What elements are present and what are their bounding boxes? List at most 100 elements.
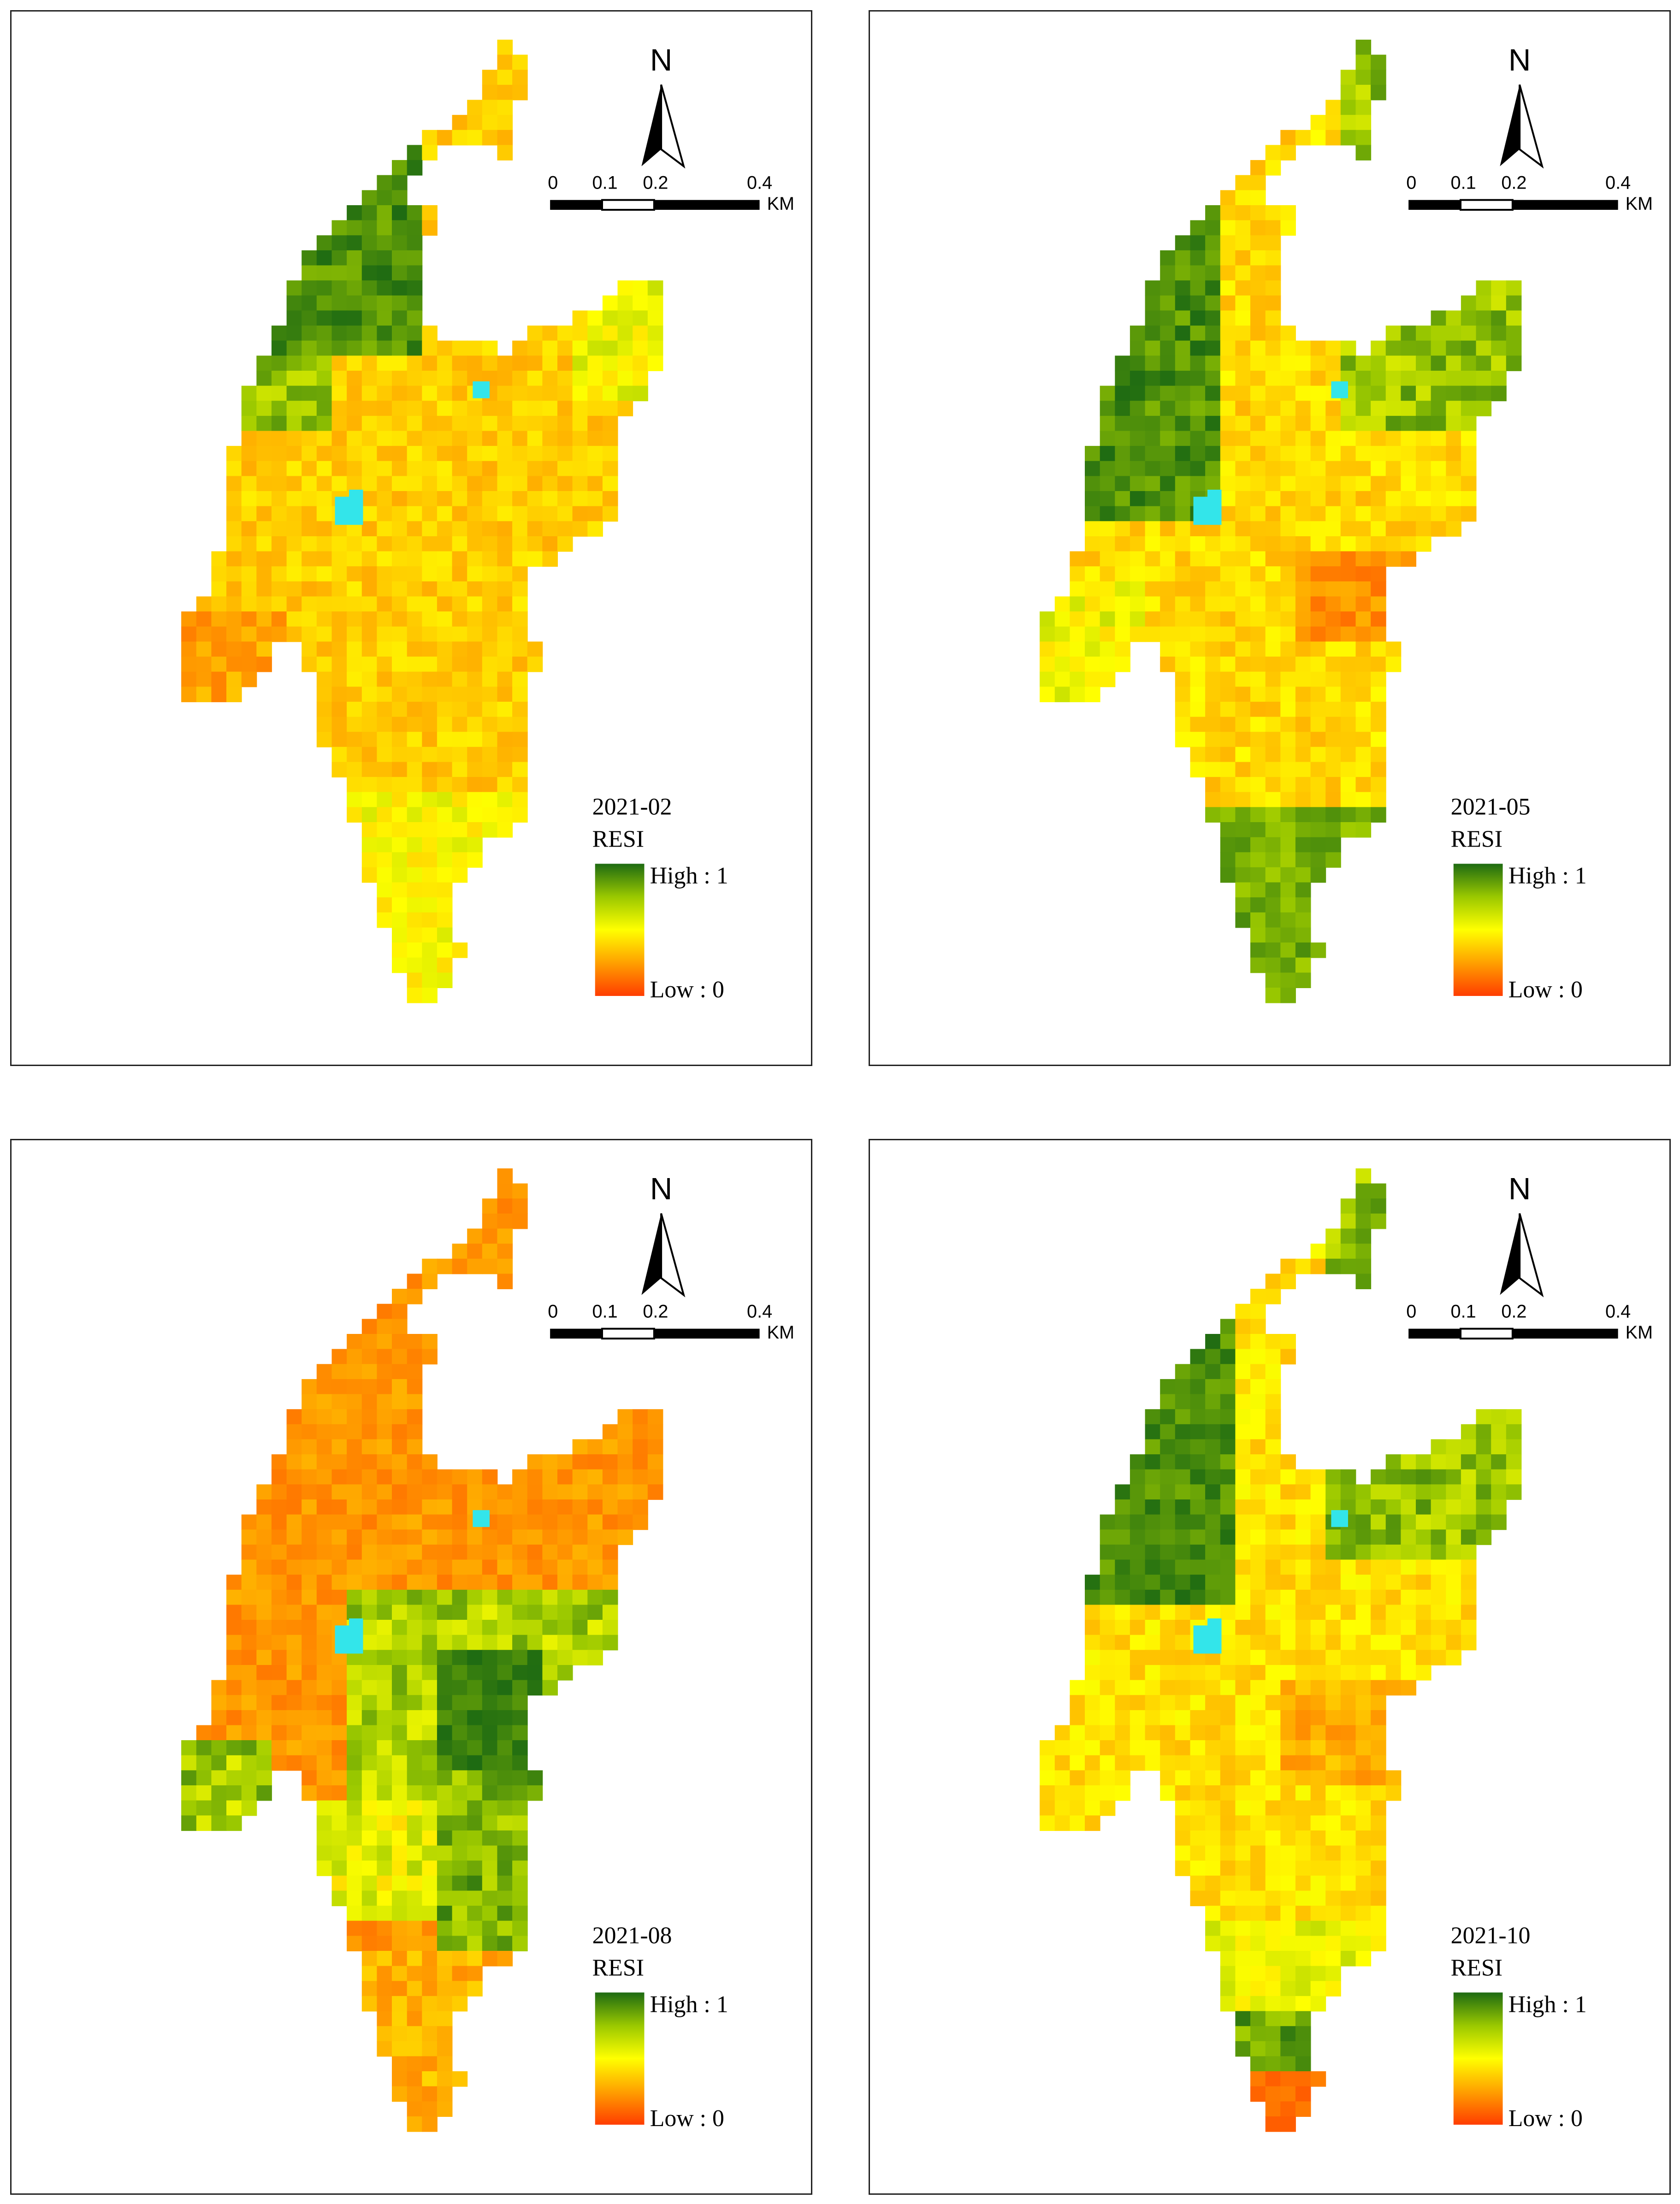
raster-cell (467, 1920, 483, 1937)
raster-cell (407, 1800, 423, 1816)
raster-cell (1235, 2026, 1251, 2042)
raster-cell (1265, 641, 1281, 657)
raster-cell (587, 476, 603, 492)
raster-cell (422, 852, 438, 868)
raster-cell (527, 461, 543, 477)
raster-cell (377, 1996, 392, 2012)
raster-cell (392, 807, 408, 823)
raster-cell (437, 897, 453, 913)
raster-cell (361, 762, 378, 778)
raster-cell (347, 1575, 362, 1590)
raster-cell (392, 1981, 408, 1997)
raster-cell (407, 822, 423, 838)
raster-cell (1175, 657, 1191, 672)
raster-cell (392, 1439, 408, 1455)
raster-cell (1250, 1996, 1266, 2012)
raster-cell (1220, 1665, 1236, 1681)
raster-cell (1310, 431, 1326, 447)
raster-cell (452, 385, 468, 402)
raster-cell (1205, 1349, 1221, 1365)
raster-cell (467, 566, 483, 582)
raster-cell (316, 1409, 332, 1425)
raster-cell (1340, 1635, 1356, 1651)
raster-cell (422, 1740, 438, 1756)
raster-cell (422, 431, 438, 447)
raster-cell (1310, 1575, 1326, 1590)
raster-cell (437, 792, 453, 808)
raster-cell (1431, 1589, 1447, 1606)
raster-cell (1310, 1514, 1326, 1530)
raster-cell (256, 536, 272, 552)
raster-cell (392, 1845, 408, 1861)
raster-cell (437, 1890, 453, 1907)
raster-cell (422, 822, 438, 838)
raster-cell (1250, 160, 1266, 176)
raster-cell (347, 1454, 362, 1470)
raster-cell (1431, 401, 1447, 416)
raster-cell (1265, 310, 1281, 326)
raster-cell (1235, 250, 1251, 266)
raster-cell (557, 431, 573, 447)
raster-cell (1100, 1544, 1116, 1560)
raster-cell (452, 1860, 468, 1876)
raster-cell (1250, 1680, 1266, 1696)
raster-cell (1250, 415, 1266, 432)
raster-cell (1401, 521, 1416, 537)
raster-cell (181, 687, 197, 702)
raster-cell (241, 1725, 257, 1741)
raster-cell (1325, 596, 1341, 612)
raster-cell (482, 536, 498, 552)
raster-cell (302, 476, 317, 492)
raster-cell (347, 596, 362, 612)
raster-cell (1280, 326, 1296, 341)
raster-cell (422, 2116, 438, 2132)
raster-cell (1310, 611, 1326, 627)
raster-cell (1250, 657, 1266, 672)
raster-cell (1205, 1740, 1221, 1756)
raster-cell (1325, 701, 1341, 717)
raster-cell (256, 385, 272, 402)
raster-cell (271, 461, 287, 477)
raster-cell (407, 1529, 423, 1545)
raster-cell (331, 1439, 348, 1455)
raster-cell (1235, 265, 1251, 281)
raster-cell (392, 205, 408, 221)
raster-cell (226, 536, 242, 552)
raster-cell (527, 1529, 543, 1545)
raster-cell (392, 1920, 408, 1937)
raster-cell (617, 1529, 633, 1545)
raster-cell (1070, 611, 1085, 627)
raster-cell (1070, 671, 1085, 687)
raster-cell (1295, 1514, 1311, 1530)
raster-cell (1190, 326, 1206, 341)
raster-cell (527, 1559, 543, 1576)
raster-cell (1371, 1875, 1386, 1891)
map-panel-2021-02: N 0 0.1 0.2 0.4 KM 2021-02 RESI High : 1 Low : 0 (10, 10, 812, 1066)
raster-cell (407, 1514, 423, 1530)
raster-cell (226, 446, 242, 462)
raster-cell (482, 491, 498, 507)
raster-cell (1280, 145, 1296, 160)
raster-cell (361, 566, 378, 582)
raster-cell (1220, 641, 1236, 657)
raster-cell (407, 371, 423, 386)
raster-cell (1085, 536, 1100, 552)
raster-cell (482, 1529, 498, 1545)
raster-cell (1340, 551, 1356, 567)
raster-cell (1175, 250, 1191, 266)
raster-cell (1446, 1589, 1461, 1606)
raster-cell (316, 581, 332, 597)
raster-cell (392, 957, 408, 973)
raster-cell (542, 1635, 558, 1651)
legend-high-label: High : 1 (650, 863, 728, 889)
raster-cell (437, 1544, 453, 1560)
raster-cell (1340, 1906, 1356, 1921)
raster-cell (1401, 431, 1416, 447)
raster-cell (226, 521, 242, 537)
raster-cell (256, 1544, 272, 1560)
raster-cell (1085, 1785, 1100, 1801)
raster-cell (1085, 1665, 1100, 1681)
raster-cell (302, 1514, 317, 1530)
raster-cell (1145, 1424, 1161, 1440)
raster-cell (1220, 1695, 1236, 1711)
